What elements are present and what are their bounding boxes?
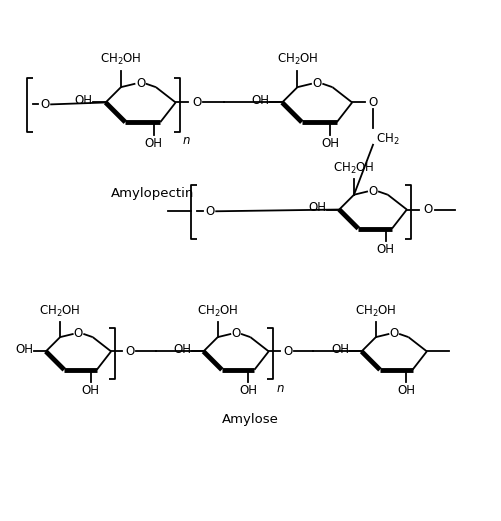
- Text: CH$_2$OH: CH$_2$OH: [355, 304, 397, 319]
- Text: CH$_2$OH: CH$_2$OH: [100, 53, 142, 68]
- Text: O: O: [192, 96, 201, 109]
- Text: O: O: [125, 345, 135, 358]
- Text: CH$_2$OH: CH$_2$OH: [333, 160, 375, 176]
- Text: O: O: [74, 327, 83, 340]
- Text: O: O: [368, 185, 378, 198]
- Text: OH: OH: [321, 137, 339, 150]
- Text: OH: OH: [16, 343, 34, 356]
- Text: OH: OH: [82, 383, 100, 396]
- Text: OH: OH: [173, 343, 191, 356]
- Text: O: O: [423, 203, 432, 216]
- Text: n: n: [183, 134, 190, 147]
- Text: OH: OH: [331, 343, 349, 356]
- Text: O: O: [368, 96, 378, 109]
- Text: O: O: [390, 327, 399, 340]
- Text: O: O: [205, 205, 214, 218]
- Text: CH$_2$OH: CH$_2$OH: [197, 304, 238, 319]
- Text: OH: OH: [251, 94, 269, 107]
- Text: O: O: [283, 345, 292, 358]
- Text: OH: OH: [309, 201, 327, 214]
- Text: O: O: [313, 77, 322, 90]
- Text: O: O: [40, 98, 49, 111]
- Text: OH: OH: [239, 383, 258, 396]
- Text: OH: OH: [397, 383, 415, 396]
- Text: O: O: [231, 327, 240, 340]
- Text: n: n: [276, 382, 284, 395]
- Text: OH: OH: [75, 94, 93, 107]
- Text: O: O: [136, 77, 145, 90]
- Text: Amylopectin: Amylopectin: [111, 188, 194, 201]
- Text: CH$_2$OH: CH$_2$OH: [39, 304, 81, 319]
- Text: OH: OH: [377, 243, 395, 256]
- Text: CH$_2$OH: CH$_2$OH: [277, 53, 318, 68]
- Text: Amylose: Amylose: [221, 413, 279, 426]
- Text: OH: OH: [145, 137, 163, 150]
- Text: CH$_2$: CH$_2$: [376, 132, 399, 147]
